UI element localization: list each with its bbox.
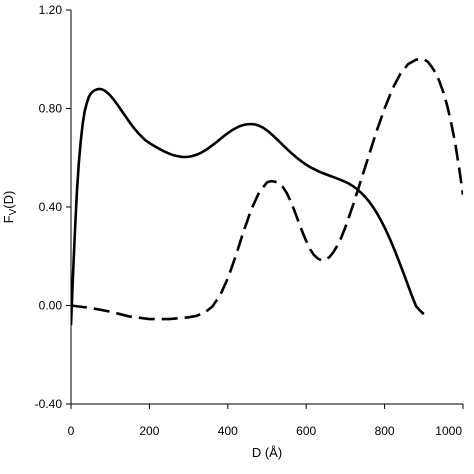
y-tick-label: 0.40	[39, 200, 63, 214]
solid-series-line	[71, 87, 425, 326]
x-tick-label: 1000	[435, 424, 462, 438]
x-tick-label: 200	[139, 424, 159, 438]
x-ticks: 0 200 400 600 800 1000	[68, 404, 464, 438]
y-tick-label: 0.00	[39, 299, 63, 313]
y-tick-label: 0.80	[39, 102, 63, 116]
y-tick-label: -0.40	[35, 397, 63, 411]
series-group	[71, 57, 463, 326]
y-axis-title-sub: V	[8, 208, 19, 215]
x-tick-label: 0	[68, 424, 75, 438]
y-tick-label: 1.20	[39, 3, 63, 17]
x-tick-label: 400	[218, 424, 238, 438]
y-axis-title-tail: (D)	[1, 191, 16, 209]
x-tick-label: 600	[296, 424, 316, 438]
x-axis-title: D (Å)	[252, 445, 282, 460]
y-ticks: -0.40 0.00 0.40 0.80 1.20	[35, 3, 71, 411]
y-axis-title-main: F	[1, 215, 16, 223]
x-tick-label: 800	[375, 424, 395, 438]
y-axis-title: FV(D)	[1, 191, 19, 224]
dashed-series-line	[71, 57, 463, 321]
